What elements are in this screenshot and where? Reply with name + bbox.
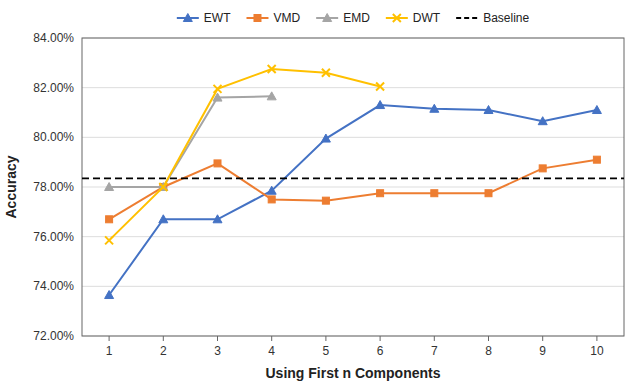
series-marker xyxy=(538,117,547,125)
series-marker xyxy=(485,190,492,197)
series-marker xyxy=(268,65,276,73)
series-line xyxy=(109,160,597,220)
series xyxy=(82,178,624,179)
legend-label: EMD xyxy=(343,11,370,25)
plot-frame xyxy=(82,38,624,336)
grid-line xyxy=(82,286,624,287)
series-marker xyxy=(267,92,276,100)
x-tick-label: 2 xyxy=(160,344,167,358)
y-tick-label: 76.00% xyxy=(33,230,74,244)
series-marker xyxy=(484,106,493,114)
legend-item: EMD xyxy=(316,11,370,25)
series xyxy=(105,65,384,244)
x-tick xyxy=(217,336,218,341)
y-axis-label: Accuracy xyxy=(3,155,19,218)
series-marker xyxy=(267,186,276,194)
y-tick-label: 74.00% xyxy=(33,279,74,293)
x-tick-label: 8 xyxy=(485,344,492,358)
series-marker xyxy=(376,82,384,90)
series-marker xyxy=(105,183,114,191)
x-tick-label: 9 xyxy=(539,344,546,358)
series-line xyxy=(109,105,597,295)
baseline-line xyxy=(82,177,624,179)
series-line xyxy=(109,96,272,187)
y-tick-label: 80.00% xyxy=(33,130,74,144)
y-tick-label: 72.00% xyxy=(33,329,74,343)
series xyxy=(106,156,601,223)
x-tick xyxy=(596,336,597,341)
x-tick-label: 5 xyxy=(323,344,330,358)
legend-label: Baseline xyxy=(483,11,529,25)
series-marker xyxy=(593,156,600,163)
legend-item: VMD xyxy=(246,11,300,25)
series-marker xyxy=(159,183,167,191)
grid xyxy=(82,38,624,336)
legend-item: EWT xyxy=(177,11,231,25)
series-marker xyxy=(539,165,546,172)
series-marker xyxy=(105,291,114,299)
series-marker xyxy=(105,236,113,244)
series-marker xyxy=(322,69,330,77)
chart: 72.00% 74.00% 76.00% 78.00% 80.00% 82.00% 84.0… xyxy=(0,0,640,388)
x-tick-label: 3 xyxy=(214,344,221,358)
x-tick xyxy=(434,336,435,341)
series-marker xyxy=(376,101,385,109)
x-tick xyxy=(488,336,489,341)
grid-line xyxy=(82,87,624,88)
series-marker xyxy=(214,85,222,93)
series-marker xyxy=(159,183,168,191)
grid-line xyxy=(82,137,624,138)
series-marker xyxy=(321,134,330,142)
series-marker xyxy=(430,104,439,112)
y-tick-label: 78.00% xyxy=(33,180,74,194)
x-tick xyxy=(542,336,543,341)
series-marker xyxy=(159,215,168,223)
legend-label: EWT xyxy=(204,11,231,25)
grid-line xyxy=(82,236,624,237)
series-marker xyxy=(377,190,384,197)
series-marker xyxy=(268,196,275,203)
x-tick xyxy=(163,336,164,341)
series-marker xyxy=(160,184,167,191)
y-tick-label: 82.00% xyxy=(33,81,74,95)
x-tick-label: 6 xyxy=(377,344,384,358)
x-tick-label: 1 xyxy=(106,344,113,358)
x-tick xyxy=(271,336,272,341)
legend-item: DWT xyxy=(386,11,441,25)
series xyxy=(105,101,602,299)
series-marker xyxy=(431,190,438,197)
legend-marker xyxy=(393,14,401,22)
y-tick-label: 84.00% xyxy=(33,31,74,45)
series-marker xyxy=(106,216,113,223)
x-tick-label: 10 xyxy=(590,344,604,358)
legend-swatch xyxy=(456,17,478,19)
legend: EWT VMD EMD DWT Baseline xyxy=(177,11,530,25)
legend-marker xyxy=(183,14,192,22)
x-tick-label: 7 xyxy=(431,344,438,358)
series-marker xyxy=(214,160,221,167)
series-marker xyxy=(322,197,329,204)
legend-marker xyxy=(254,15,261,22)
x-tick-label: 4 xyxy=(268,344,275,358)
x-tick xyxy=(325,336,326,341)
series-marker xyxy=(213,215,222,223)
legend-marker xyxy=(323,14,332,22)
series xyxy=(105,92,277,191)
series-marker xyxy=(592,106,601,114)
legend-item: Baseline xyxy=(456,11,529,25)
marks xyxy=(82,65,624,298)
legend-label: VMD xyxy=(273,11,300,25)
x-tick xyxy=(380,336,381,341)
x-tick xyxy=(109,336,110,341)
legend-label: DWT xyxy=(413,11,441,25)
series-line xyxy=(109,69,380,240)
x-axis-label: Using First n Components xyxy=(266,365,441,381)
